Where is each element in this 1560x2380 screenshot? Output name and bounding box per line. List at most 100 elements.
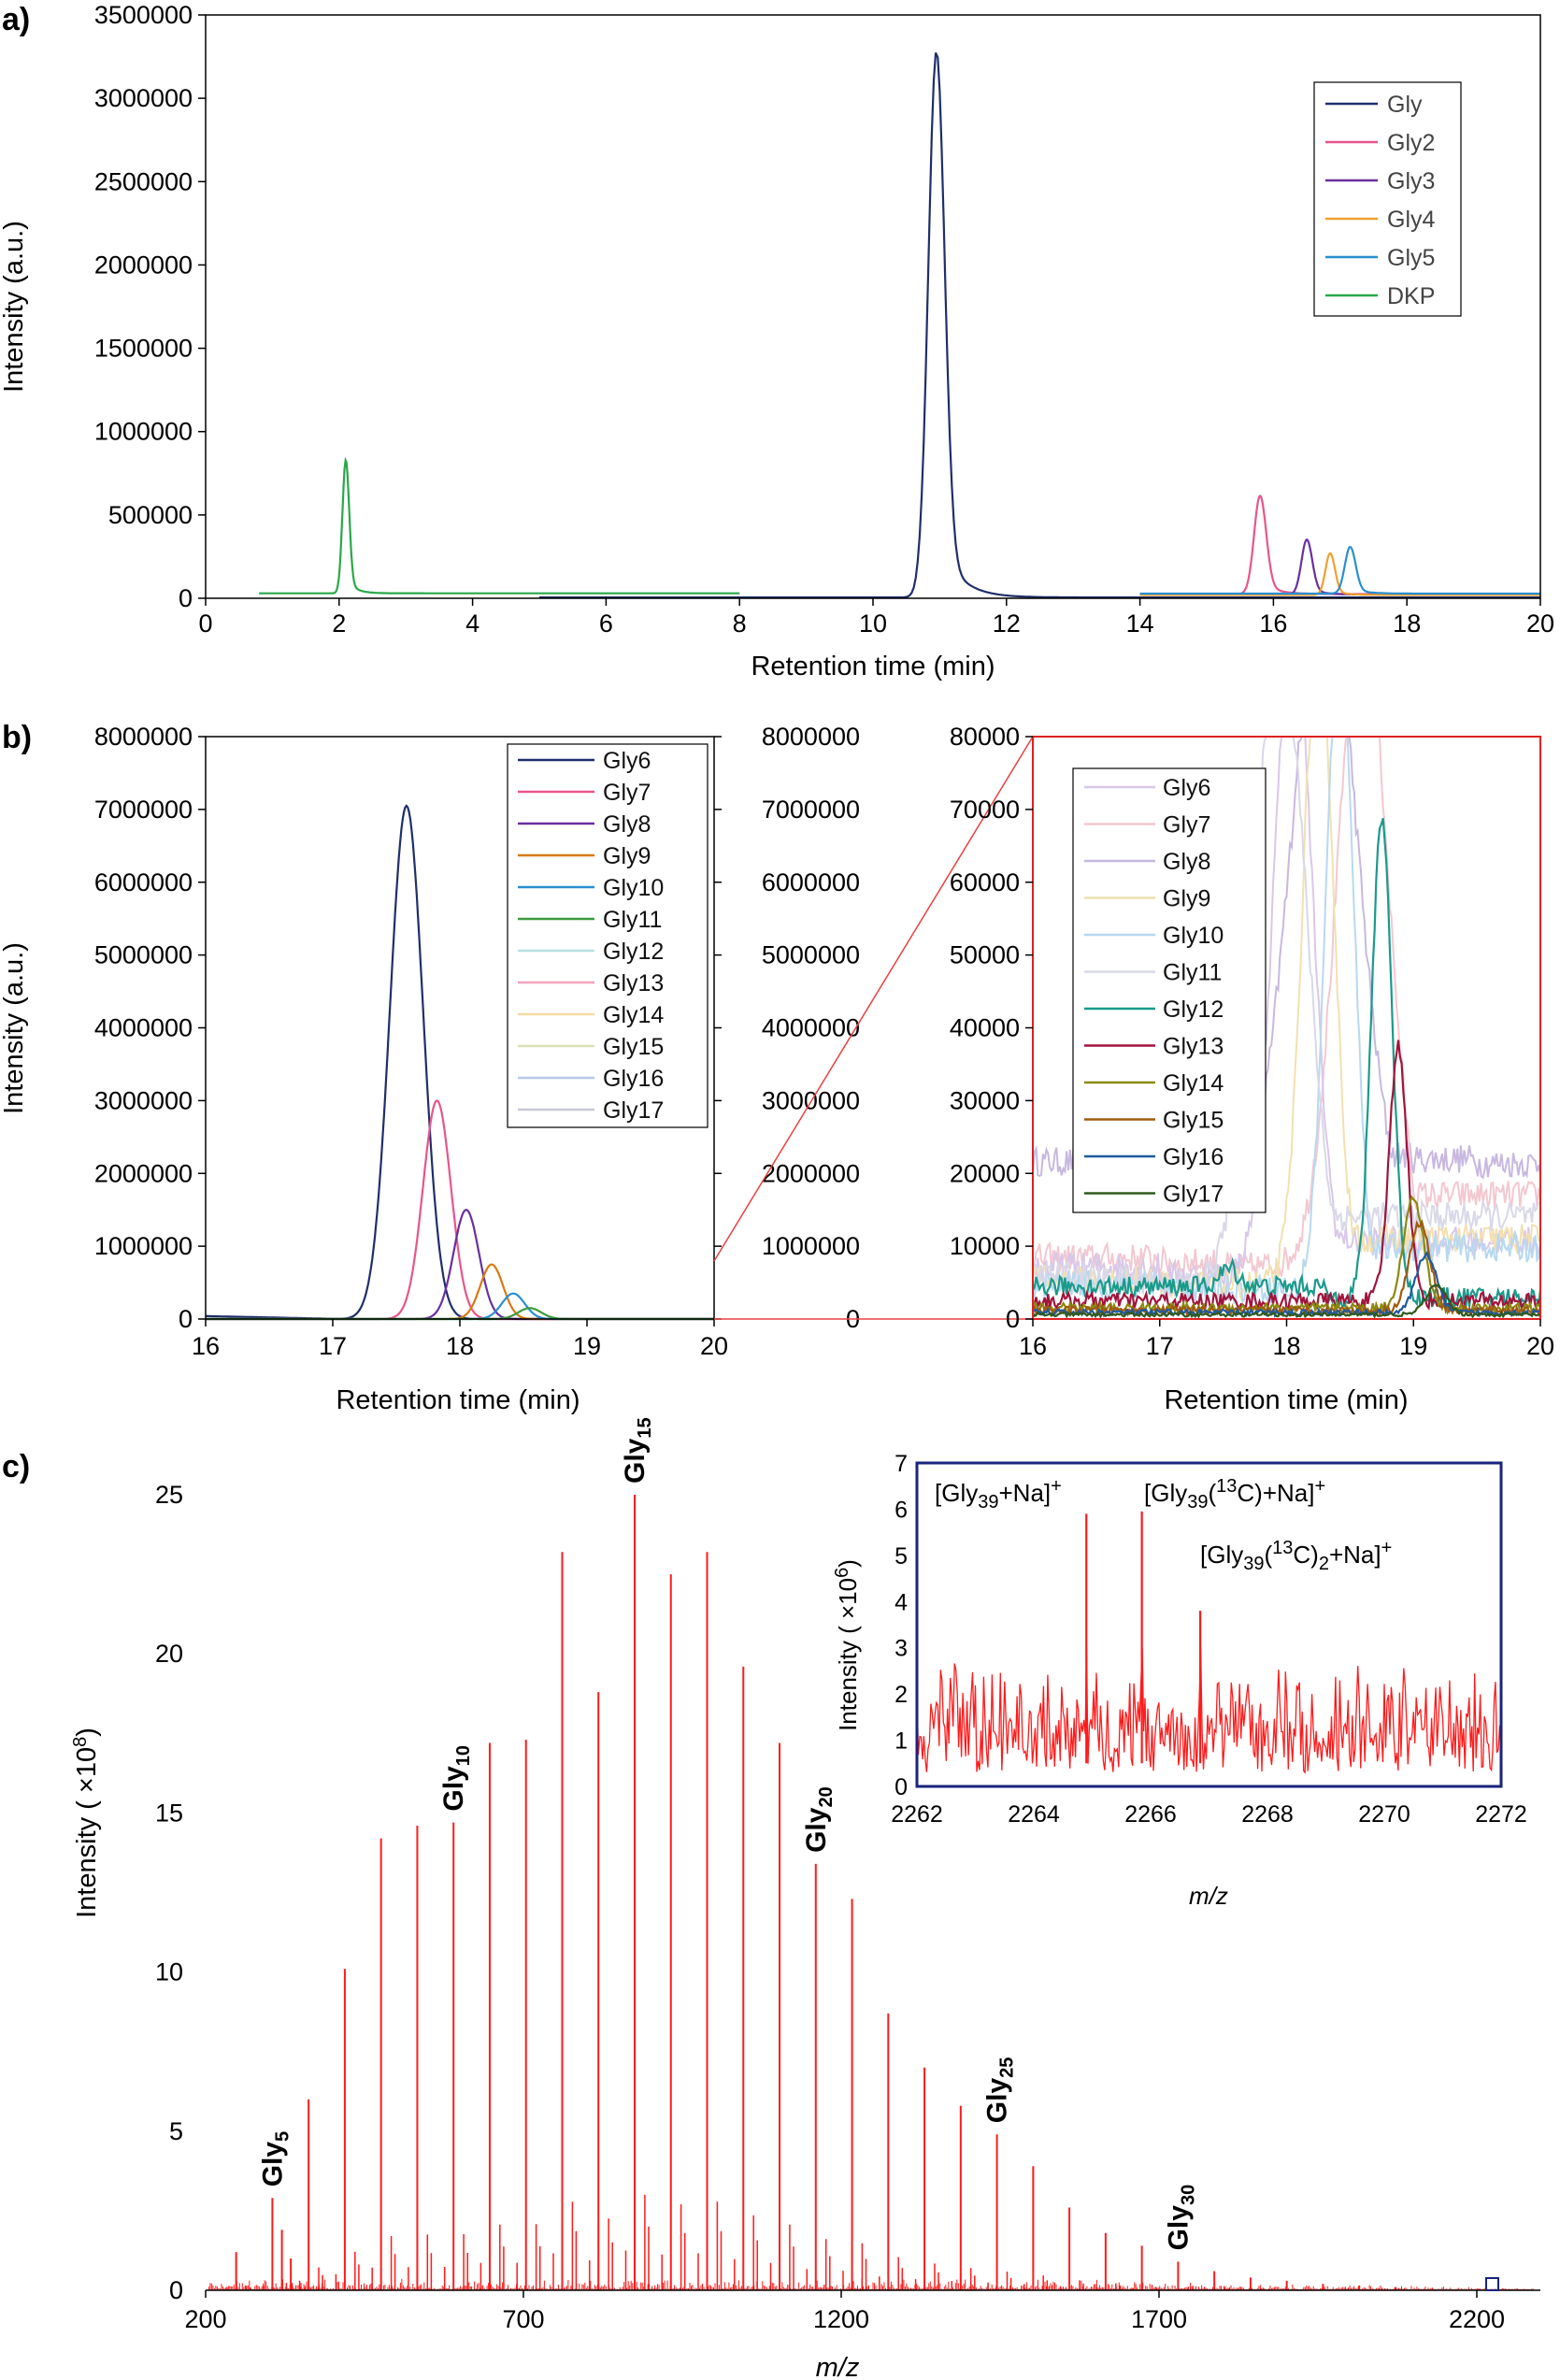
- chart-b-left-ytick: 6000000: [94, 868, 193, 896]
- annot2-sup: +: [1314, 1476, 1325, 1497]
- chart-a: 0 2 4 6 8 10 12 14 16 18 20 0 500000 1000000 1500000 20…: [0, 1, 1554, 681]
- chart-b-right-xtick: 18: [1272, 1332, 1300, 1360]
- legend-item-gly4: Gly4: [1387, 207, 1436, 233]
- legend-item-gly6: Gly6: [603, 748, 651, 774]
- inset-ytick: 1: [894, 1728, 908, 1755]
- chart-b-left-ytick: 4000000: [94, 1014, 193, 1042]
- chart-b-right-ytick: 0: [1006, 1305, 1020, 1333]
- chart-a-xtick: 8: [733, 609, 747, 638]
- chart-b-left-ytick: 8000000: [94, 723, 193, 751]
- chart-c-ylabel-exp: 8: [70, 1737, 91, 1747]
- legend-item-gly7: Gly7: [1163, 812, 1210, 839]
- chart-a-xtick: 12: [993, 609, 1021, 638]
- annot1-sup: +: [1051, 1476, 1062, 1497]
- peak-label-gly15: Gly15: [620, 1417, 655, 1484]
- chart-a-ytick: 2000000: [94, 251, 193, 279]
- legend-item-gly10: Gly10: [603, 875, 664, 901]
- chart-a-ytick: 1000000: [94, 418, 193, 446]
- zoom-region-marker: [1485, 2277, 1499, 2291]
- legend-item-gly15: Gly15: [1163, 1108, 1224, 1134]
- panel-c-label: c): [2, 1449, 30, 1484]
- chart-a-ylabel: Intensity (a.u.): [0, 221, 29, 393]
- chart-a-ytick: 3000000: [94, 84, 193, 112]
- chart-c-xtick: 1700: [1131, 2305, 1187, 2333]
- chart-a-xtick: 16: [1259, 609, 1287, 638]
- chart-c-ylabel-text: Intensity ( ×10: [72, 1747, 102, 1918]
- chart-b-left-ytick: 2000000: [94, 1159, 193, 1187]
- inset-annotation-1: [Gly39+Na]+: [935, 1476, 1062, 1513]
- chart-b-right-legend: Gly6 Gly7 Gly8 Gly9 Gly10 Gly11 Gly12 Gly13 Gly1…: [1072, 767, 1267, 1213]
- chart-b-right-ytick: 30000: [950, 1086, 1020, 1114]
- legend-item-gly16: Gly16: [1163, 1144, 1224, 1170]
- chart-b-left-legend: Gly6 Gly7 Gly8 Gly9 Gly10 Gly11 Gly12 Gly13 Gly1…: [507, 743, 708, 1128]
- chart-c-ytick: 15: [155, 1799, 183, 1827]
- chart-b: 16 17 18 19 20 0 1000000 2000000 3000000 4000000 5…: [0, 723, 1554, 1415]
- inset-xtick: 2264: [1008, 1801, 1060, 1828]
- series-gly7-line: [206, 1099, 714, 1321]
- satellite-peaks: [226, 2194, 1410, 2290]
- legend-item-gly12: Gly12: [603, 939, 664, 965]
- chart-c-ytick: 25: [155, 1481, 183, 1509]
- series-gly17-line: [1032, 1283, 1541, 1319]
- annot3-sub: 39: [1243, 1554, 1264, 1574]
- legend-item-gly16: Gly16: [603, 1066, 664, 1092]
- inset-ylabel: Intensity ( ×106): [832, 1559, 862, 1731]
- chart-b-left-xtick: 20: [700, 1332, 728, 1360]
- legend-item-gly3: Gly3: [1387, 168, 1435, 194]
- inset-ytick: 4: [894, 1589, 908, 1615]
- chart-c-xtick: 700: [502, 2305, 544, 2333]
- inset-ytick: 5: [894, 1543, 908, 1570]
- chart-b-left-xtick: 16: [192, 1332, 220, 1360]
- legend-item-dkp: DKP: [1387, 283, 1435, 309]
- chart-b-left-xtick: 18: [446, 1332, 474, 1360]
- annot2-rest: (: [1208, 1479, 1216, 1507]
- chart-a-xtick: 20: [1526, 609, 1554, 638]
- chart-b-left-ylabel: Intensity (a.u.): [0, 942, 29, 1114]
- chart-a-xtick: 6: [599, 609, 613, 638]
- noise-baseline: [208, 2278, 1534, 2290]
- legend-item-gly10: Gly10: [1163, 923, 1224, 949]
- panel-a-label: a): [2, 2, 30, 37]
- inset-ytick: 7: [894, 1451, 908, 1477]
- chart-a-xlabel: Retention time (min): [751, 652, 995, 681]
- chart-c-xtick: 1200: [813, 2305, 869, 2333]
- chart-b-right-ytick: 40000: [950, 1014, 1020, 1042]
- inset-annotation-3: [Gly39(13C)2+Na]+: [1200, 1538, 1392, 1574]
- chart-a-xtick: 4: [465, 609, 479, 638]
- chart-b-right-xtick: 19: [1399, 1332, 1427, 1360]
- faded-trace: [1032, 736, 1541, 1281]
- annot3-rest: (: [1264, 1541, 1272, 1569]
- chart-b-right-ytick: 80000: [950, 723, 1020, 751]
- annot3-rest2: C): [1293, 1541, 1318, 1569]
- inset-xtick: 2266: [1124, 1801, 1177, 1828]
- chart-b-right-xlabel: Retention time (min): [1164, 1385, 1408, 1415]
- series-dkp-line: [259, 456, 740, 595]
- inset-ytick: 3: [894, 1636, 908, 1662]
- legend-item-gly13: Gly13: [1163, 1034, 1224, 1060]
- legend-item-gly9: Gly9: [603, 843, 651, 869]
- zoom-connector-top: [713, 736, 1034, 1262]
- chart-c-ytick: 20: [155, 1640, 183, 1668]
- legend-item-gly6: Gly6: [1163, 775, 1210, 801]
- chart-a-xtick: 0: [198, 609, 212, 638]
- legend-item-gly5: Gly5: [1387, 245, 1435, 271]
- chart-c-ytick: 0: [169, 2276, 183, 2304]
- chart-b-left-ytick: 7000000: [94, 796, 193, 824]
- chart-a-ytick: 1500000: [94, 335, 193, 363]
- chart-c-ylabel-end: ): [72, 1728, 102, 1737]
- annot2-rest2: C)+Na]: [1237, 1479, 1314, 1507]
- legend-item-gly7: Gly7: [603, 780, 651, 806]
- chart-c-xlabel: m/z: [816, 2353, 860, 2380]
- annot3-sub2: 2: [1319, 1554, 1329, 1574]
- chart-b-left-ytick: 5000000: [94, 941, 193, 969]
- panel-b-label: b): [2, 720, 32, 755]
- chart-a-xtick: 2: [332, 609, 346, 638]
- series-gly-line: [539, 51, 1540, 599]
- chart-a-ytick: 3500000: [94, 1, 193, 29]
- inset-ytick: 0: [894, 1774, 908, 1800]
- annot3-sup2: 13: [1272, 1538, 1293, 1558]
- inset-xtick: 2272: [1475, 1801, 1527, 1828]
- inset-ylabel-end: ): [834, 1559, 862, 1568]
- series-gly4-line: [1139, 552, 1540, 596]
- legend-item-gly13: Gly13: [603, 970, 664, 996]
